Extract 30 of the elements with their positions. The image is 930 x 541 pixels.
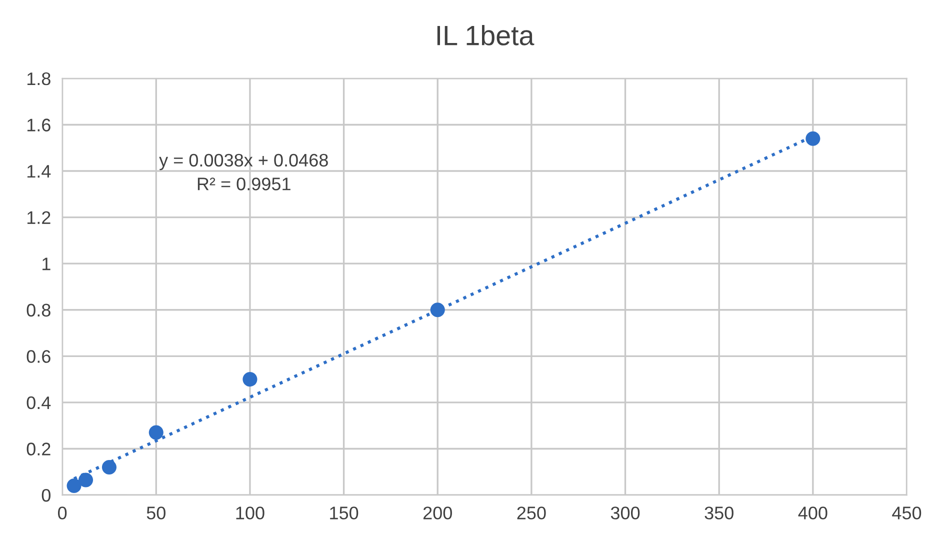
chart-title: IL 1beta — [437, 24, 534, 46]
y-tick-label: 1.8 — [27, 72, 50, 86]
point — [430, 302, 445, 318]
x-tick-label: 200 — [423, 506, 452, 520]
x-tick-label: 450 — [892, 506, 922, 520]
x-tick-label: 400 — [798, 506, 828, 520]
point — [242, 372, 258, 387]
y-tick-label: 0.4 — [26, 396, 51, 410]
y-tick-label: 1.6 — [27, 118, 50, 132]
annotation: R² = 0.9951 — [198, 178, 290, 190]
y-tick-label: 1.4 — [27, 165, 51, 178]
y-tick-label: 0 — [42, 488, 50, 502]
y-tick-label: 0.6 — [26, 350, 50, 363]
y-tick-label: 1.2 — [27, 211, 50, 224]
x-tick-label: 150 — [330, 506, 358, 520]
y-tick-label: 0.8 — [26, 304, 50, 317]
x-tick-label: 100 — [236, 506, 264, 520]
point — [78, 472, 94, 488]
x-tick-label: 250 — [517, 506, 546, 520]
point — [806, 131, 820, 146]
point — [102, 460, 117, 475]
x-tick-label: 300 — [610, 506, 640, 520]
y-tick-label: 0.2 — [26, 442, 50, 456]
point — [148, 425, 164, 440]
x-tick-label: 350 — [704, 506, 734, 520]
annotation: y = 0.0038x + 0.0468 — [159, 154, 328, 170]
x-tick-label: 0 — [58, 506, 67, 520]
y-tick-label: 1 — [42, 258, 50, 270]
point — [66, 478, 82, 494]
x-tick-label: 50 — [146, 506, 166, 520]
